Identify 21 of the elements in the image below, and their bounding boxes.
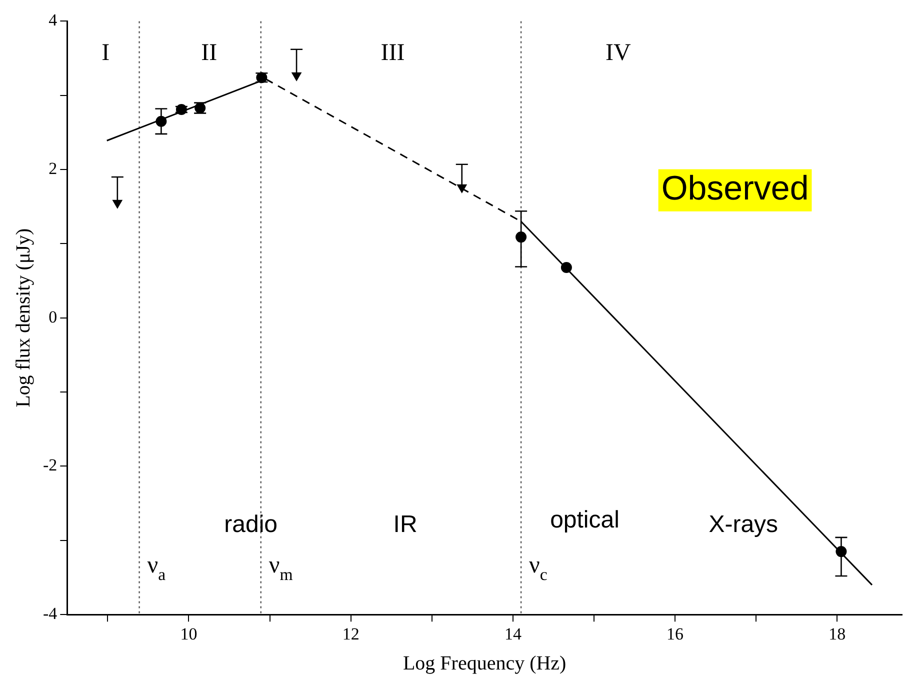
x-tick-label: 16 <box>666 624 684 644</box>
annotation: II <box>201 40 218 66</box>
y-tick-label: 0 <box>48 307 58 326</box>
x-tick-label: 12 <box>342 624 360 644</box>
annotation: III <box>380 40 405 66</box>
annotation: X-rays <box>708 511 778 538</box>
annotation: Observed <box>661 170 809 208</box>
annotation: radio <box>224 511 278 538</box>
x-tick-label: 14 <box>504 624 522 644</box>
annotation: IV <box>605 40 632 66</box>
annotation: optical <box>550 506 620 534</box>
x-axis-title: Log Frequency (Hz) <box>402 652 566 674</box>
annotation: I <box>102 40 110 66</box>
y-tick-label: -2 <box>42 456 58 475</box>
annotation: IR <box>393 511 418 538</box>
y-axis-title: Log flux density (μJy) <box>12 228 34 408</box>
x-tick-label: 18 <box>828 624 846 644</box>
y-tick-label: -4 <box>42 604 58 624</box>
x-tick-label: 10 <box>180 624 198 644</box>
y-tick-label: 2 <box>48 159 58 178</box>
y-tick-label: 4 <box>48 10 58 30</box>
